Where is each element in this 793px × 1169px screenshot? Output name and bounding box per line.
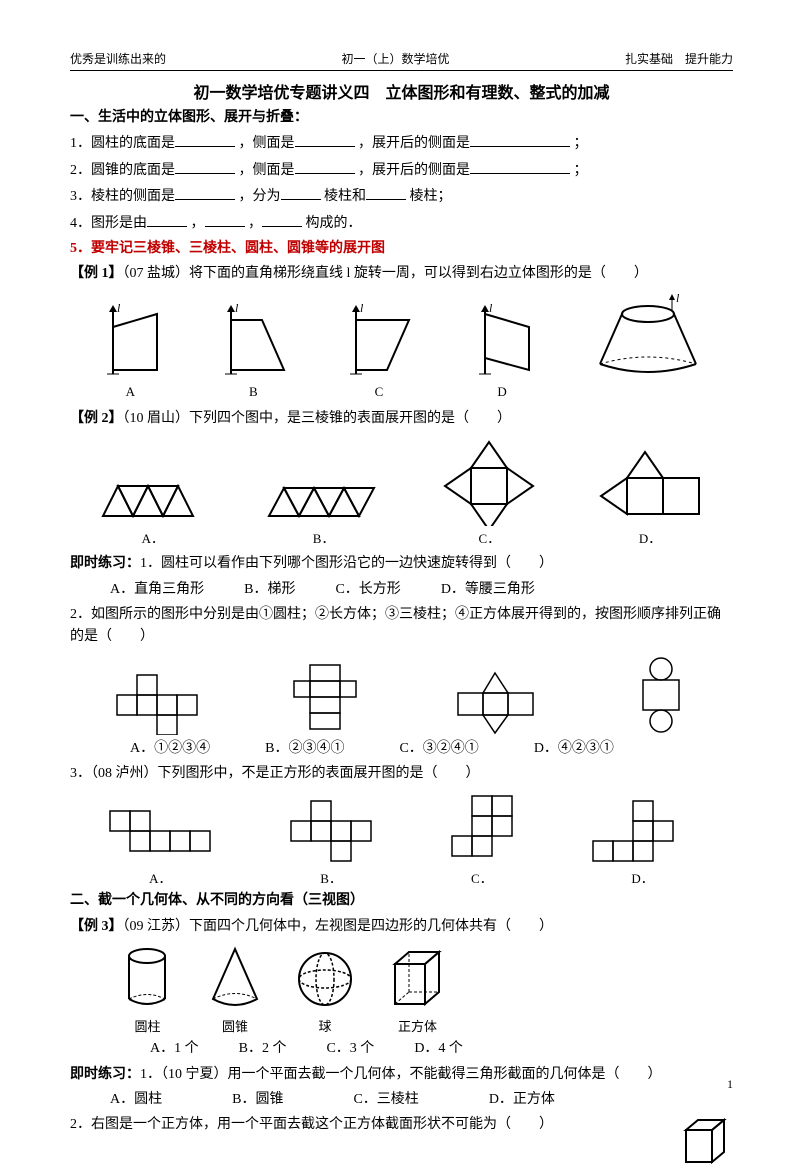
sphere-icon [295, 944, 355, 1014]
cube-net-b-icon [286, 796, 376, 866]
ex2-figures: A． B． C． [70, 436, 733, 547]
net-shape-3-icon [448, 665, 548, 735]
q5: 5．要牢记三棱锥、三棱柱、圆柱、圆锥等的展开图 [70, 238, 733, 260]
document-title: 初一数学培优专题讲义四 立体图形和有理数、整式的加减 [70, 79, 733, 103]
q2: 2．圆锥的底面是 ，侧面是 ，展开后的侧面是 ； [70, 159, 733, 182]
ex1-fig-a: l A [95, 302, 165, 400]
ex1-fig-b: l B [216, 302, 291, 400]
ex2-fig-d: D． [595, 446, 705, 547]
ex1-fig-d: l D [467, 302, 537, 400]
prac1-q2-options: A．①②③④ B．②③④① C．③②④① D．④②③① [130, 738, 733, 760]
ex1-figures: l A l B l [70, 292, 733, 400]
example-1: 【例 1】（07 盐城）将下面的直角梯形绕直线 l 旋转一周，可以得到右边立体图… [70, 263, 733, 285]
ex1-solid: l [588, 292, 708, 400]
cube-net-d-icon [588, 796, 698, 866]
example-2: 【例 2】（10 眉山）下列四个图中，是三棱锥的表面展开图的是（ ） [70, 408, 733, 430]
prac2-q2: 2．右图是一个正方体，用一个平面去截这个正方体截面形状不可能为（ ） [70, 1114, 733, 1136]
svg-text:l: l [235, 302, 239, 315]
net-shape-1-icon [112, 670, 202, 735]
frustum-icon: l [588, 292, 708, 382]
ex2-fig-a: A． [98, 456, 208, 547]
header-left: 优秀是训练出来的 [70, 50, 166, 67]
trapezoid-d-icon: l [467, 302, 537, 382]
prac1-q3-figures: A． B． C． D． [70, 791, 733, 887]
trapezoid-c-icon: l [341, 302, 416, 382]
page-number: 1 [727, 1077, 733, 1092]
net-a-icon [98, 456, 208, 526]
cylinder-icon [120, 944, 175, 1014]
cube-icon [385, 944, 450, 1014]
net-c-icon [439, 436, 539, 526]
trapezoid-b-icon: l [216, 302, 291, 382]
prac1-q3: 3．（08 泸州）下列图形中，不是正方形的表面展开图的是（ ） [70, 763, 733, 785]
ex2-fig-b: B． [264, 456, 384, 547]
prac2-q1-options: A．圆柱 B．圆锥 C．三棱柱 D．正方体 [110, 1089, 733, 1111]
net-b-icon [264, 456, 384, 526]
practice-1: 即时练习：1．圆柱可以看作由下列哪个图形沿它的一边快速旋转得到（ ） [70, 553, 733, 575]
trapezoid-a-icon: l [95, 302, 165, 382]
header-center: 初一（上）数学培优 [341, 50, 449, 67]
header-right: 扎实基础 提升能力 [625, 50, 733, 67]
ex2-fig-c: C． [439, 436, 539, 547]
small-cube-icon [678, 1114, 733, 1169]
net-shape-4-icon [631, 655, 691, 735]
section-1-heading: 一、生活中的立体图形、展开与折叠： [70, 107, 733, 129]
practice-2: 即时练习：1．（10 宁夏）用一个平面去截一个几何体，不能截得三角形截面的几何体… [70, 1064, 733, 1086]
q4: 4．图形是由 ， ， 构成的． [70, 212, 733, 235]
prac1-q2-figures [70, 655, 733, 735]
page-header: 优秀是训练出来的 初一（上）数学培优 扎实基础 提升能力 [70, 50, 733, 71]
net-shape-2-icon [285, 660, 365, 735]
cube-net-c-icon [447, 791, 517, 866]
net-d-icon [595, 446, 705, 526]
prac1-q1-options: A．直角三角形 B．梯形 C．长方形 D．等腰三角形 [110, 579, 733, 601]
cone-icon [205, 944, 265, 1014]
example-3: 【例 3】（09 江苏）下面四个几何体中，左视图是四边形的几何体共有（ ） [70, 916, 733, 938]
ex1-fig-c: l C [341, 302, 416, 400]
svg-text:l: l [676, 292, 680, 305]
q3: 3．棱柱的侧面是 ，分为 棱柱和 棱柱； [70, 185, 733, 208]
svg-text:l: l [489, 302, 493, 315]
section-2-heading: 二、截一个几何体、从不同的方向看（三视图） [70, 890, 733, 912]
prac1-q2: 2．如图所示的图形中分别是由①圆柱；②长方体；③三棱柱；④正方体展开得到的，按图… [70, 604, 733, 649]
ex3-figures: 圆柱 圆锥 球 正方体 [120, 944, 733, 1035]
cube-net-a-icon [105, 806, 215, 866]
q1: 1．圆柱的底面是 ，侧面是 ，展开后的侧面是 ； [70, 132, 733, 155]
svg-text:l: l [117, 302, 121, 315]
ex3-options: A．1 个 B．2 个 C．3 个 D．4 个 [150, 1038, 733, 1060]
svg-text:l: l [360, 302, 364, 315]
